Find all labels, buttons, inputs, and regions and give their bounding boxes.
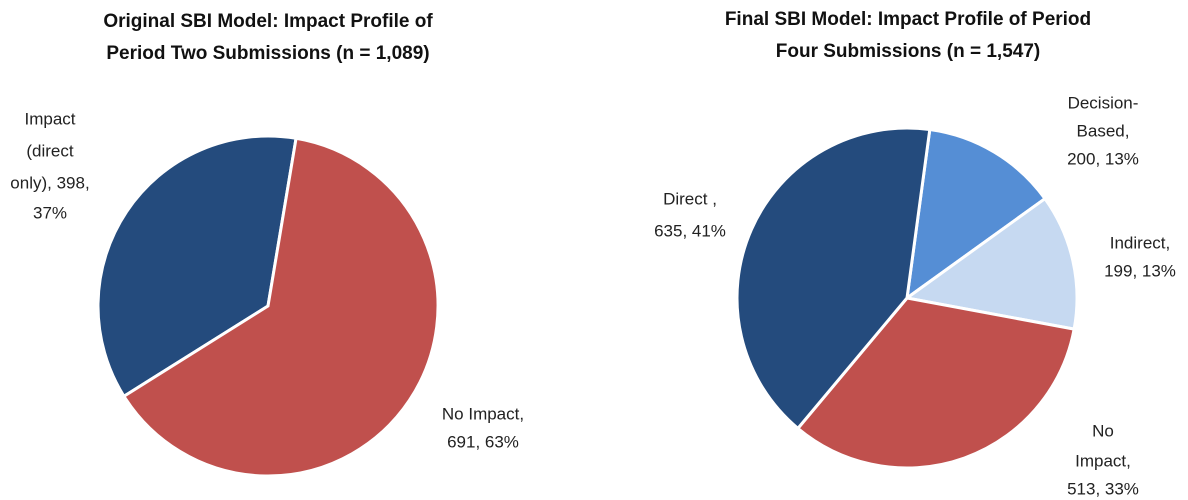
data-label: Impact: [24, 109, 75, 128]
data-label: Indirect,: [1110, 233, 1170, 252]
data-label: No Impact,: [442, 404, 524, 423]
pie-slice: [903, 196, 1079, 331]
pie-slice: [795, 296, 1076, 470]
pie-slice: [96, 134, 298, 399]
data-label: 635, 41%: [654, 221, 726, 240]
data-label: 199, 13%: [1104, 261, 1176, 280]
data-label: 691, 63%: [447, 432, 519, 451]
data-label: Based,: [1077, 121, 1130, 140]
data-label: only), 398,: [10, 173, 89, 192]
pie-slice: [121, 136, 440, 478]
pie-slice: [735, 126, 932, 431]
data-label: No: [1092, 421, 1114, 440]
data-label: 200, 13%: [1067, 149, 1139, 168]
data-label: (direct: [26, 141, 74, 160]
chart-title: Four Submissions (n = 1,547): [776, 41, 1040, 62]
data-label: Impact,: [1075, 451, 1131, 470]
chart-title: Final SBI Model: Impact Profile of Perio…: [725, 9, 1091, 30]
data-label: 37%: [33, 203, 67, 222]
data-label: 513, 33%: [1067, 479, 1139, 498]
pie-slice: [905, 127, 1048, 302]
chart-title: Original SBI Model: Impact Profile of: [103, 11, 433, 32]
data-label: Direct ,: [663, 189, 717, 208]
chart-title: Period Two Submissions (n = 1,089): [106, 43, 429, 64]
data-label: Decision-: [1068, 93, 1139, 112]
